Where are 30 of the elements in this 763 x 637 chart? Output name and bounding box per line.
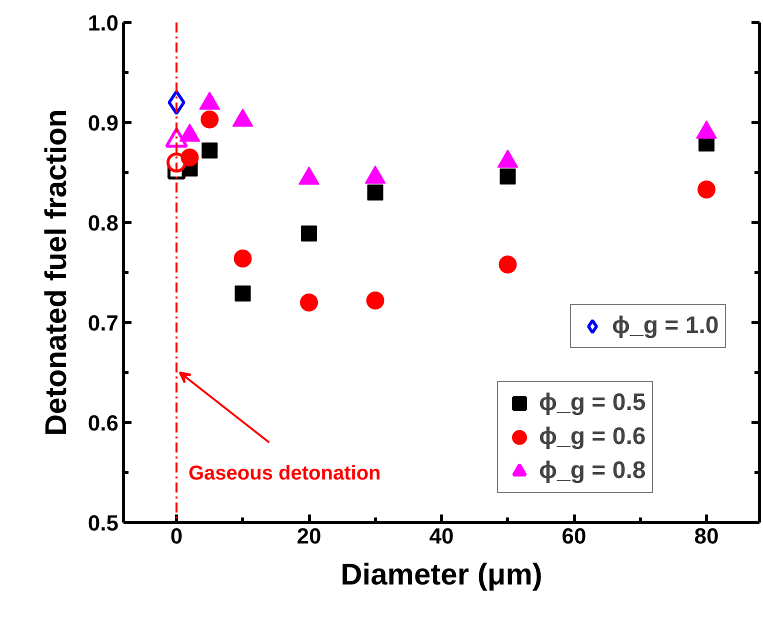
y-tick-label: 0.7 [88, 310, 119, 336]
legend-label: ϕ_g = 1.0 [612, 312, 719, 340]
x-tick-label: 60 [562, 524, 586, 548]
x-tick-label: 20 [296, 524, 322, 548]
y-tick-label: 0.8 [88, 210, 119, 236]
point [500, 168, 516, 184]
legend-label: ϕ_g = 0.8 [539, 457, 646, 485]
point [301, 226, 317, 242]
x-axis-title: Diameter (μm) [340, 558, 542, 592]
point [698, 180, 716, 198]
y-tick-label: 1.0 [88, 10, 119, 36]
point [180, 148, 199, 166]
y-tick-label: 0.5 [88, 510, 119, 536]
x-tick-label: 40 [429, 524, 454, 548]
legend-label: ϕ_g = 0.5 [539, 389, 646, 417]
point [200, 110, 219, 128]
legend-label: ϕ_g = 0.6 [539, 423, 646, 451]
x-tick-label: 80 [694, 524, 719, 548]
point [300, 294, 318, 312]
point [498, 256, 517, 274]
point [202, 142, 218, 158]
y-tick-label: 0.6 [88, 410, 119, 436]
y-tick-label: 0.9 [88, 110, 119, 136]
x-tick-label: 0 [170, 524, 183, 548]
point [366, 292, 384, 310]
point [234, 250, 252, 268]
y-axis-title: Detonated fuel fraction [40, 109, 73, 436]
point [234, 286, 251, 302]
point [367, 184, 384, 200]
annotation: Gaseous detonation [188, 462, 381, 484]
